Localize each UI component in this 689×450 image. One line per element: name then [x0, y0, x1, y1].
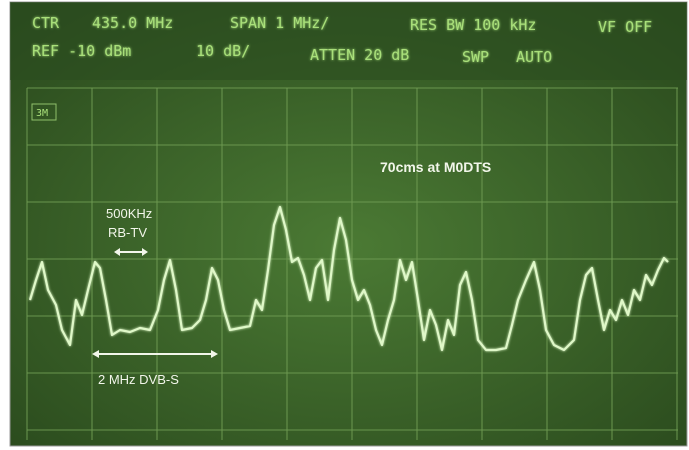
scale: 10 dB/	[196, 42, 250, 60]
header: CTR 435.0 MHz SPAN 1 MHz/ RES BW 100 kHz…	[32, 14, 652, 66]
center-freq: 435.0 MHz	[92, 14, 173, 32]
sweep-mode: AUTO	[516, 48, 552, 66]
marker-box	[31, 103, 57, 121]
spectrum-trace	[28, 205, 669, 352]
rbtv-label: RB-TV	[108, 225, 147, 240]
rbtv-width: 500KHz	[106, 206, 152, 221]
res-bw: RES BW 100 kHz	[410, 16, 536, 34]
ref-level: REF -10 dBm	[32, 42, 131, 60]
atten: ATTEN 20 dB	[310, 46, 409, 64]
sweep-label: SWP	[462, 48, 489, 66]
label-ctr: CTR	[32, 14, 60, 32]
dvbs-label: 2 MHz DVB-S	[98, 372, 179, 387]
header-band	[10, 2, 687, 80]
graticule	[26, 87, 678, 440]
annotation-title: 70cms at M0DTS	[380, 159, 491, 175]
vf: VF OFF	[598, 18, 652, 36]
arrows	[92, 248, 218, 358]
span: SPAN 1 MHz/	[230, 14, 329, 32]
marker-label: 3M	[36, 108, 48, 119]
annotations: 70cms at M0DTS 500KHz RB-TV 2 MHz DVB-S	[98, 159, 491, 387]
